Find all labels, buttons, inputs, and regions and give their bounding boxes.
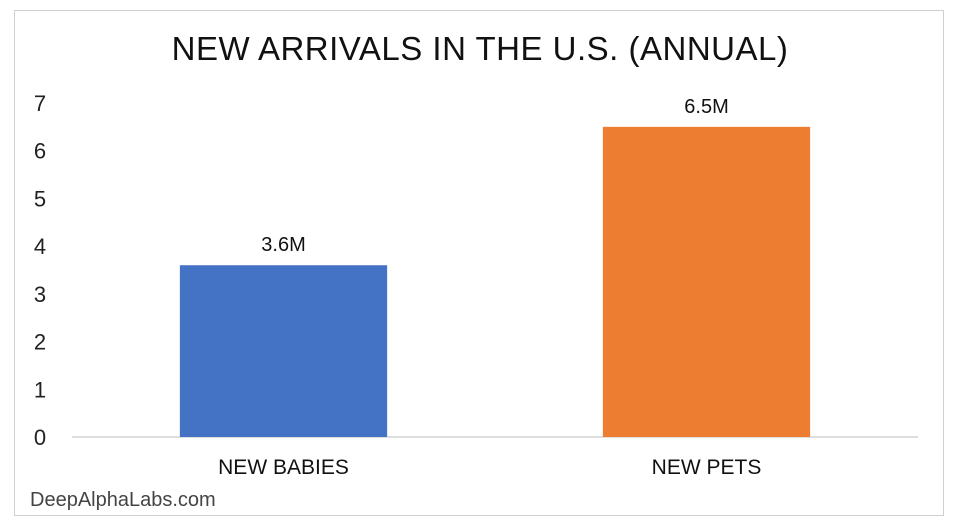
y-tick-label: 5 (34, 186, 46, 211)
y-tick-label: 4 (34, 234, 46, 259)
y-tick-label: 2 (34, 330, 46, 355)
x-category-label: NEW PETS (652, 456, 762, 479)
y-tick-label: 7 (34, 91, 46, 116)
y-tick-label: 1 (34, 377, 46, 402)
bar (179, 265, 388, 437)
chart-title: NEW ARRIVALS IN THE U.S. (ANNUAL) (171, 30, 789, 67)
source-watermark: DeepAlphaLabs.com (30, 489, 216, 511)
data-label: 3.6M (261, 234, 305, 256)
x-category-label: NEW BABIES (218, 456, 349, 479)
bar (602, 126, 811, 437)
data-label: 6.5M (684, 96, 728, 118)
y-tick-label: 0 (34, 425, 46, 450)
y-tick-label: 6 (34, 139, 46, 164)
y-tick-label: 3 (34, 282, 46, 307)
